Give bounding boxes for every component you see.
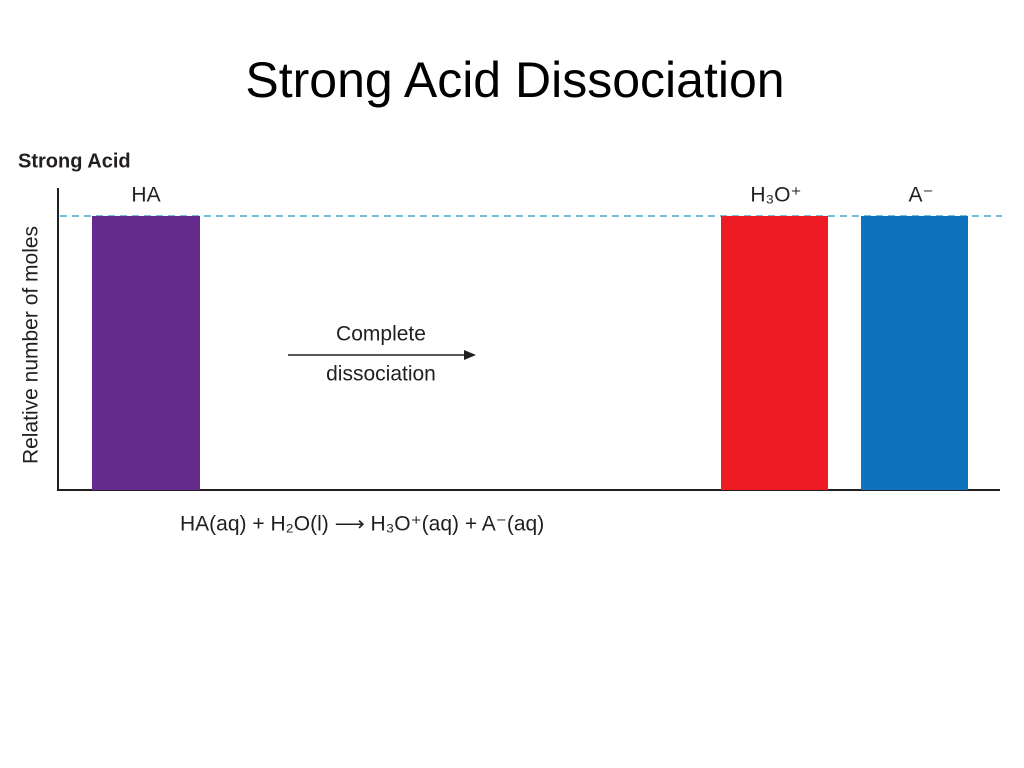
y-axis-label: Relative number of moles [20, 226, 43, 464]
slide-title: Strong Acid Dissociation [245, 52, 784, 108]
arrow-head [464, 350, 476, 360]
bar-label: H₃O⁺ [750, 184, 801, 207]
bar [861, 216, 968, 490]
equation: HA(aq) + H₂O(l) ⟶ H₃O⁺(aq) + A⁻(aq) [180, 513, 544, 536]
bar-label: A⁻ [908, 184, 933, 207]
bar-label: HA [131, 184, 160, 207]
panel-label: Strong Acid [18, 150, 131, 172]
bar [92, 216, 200, 490]
arrow-label: Complete [336, 323, 426, 346]
arrow-label: dissociation [326, 363, 436, 386]
bar [721, 216, 828, 490]
